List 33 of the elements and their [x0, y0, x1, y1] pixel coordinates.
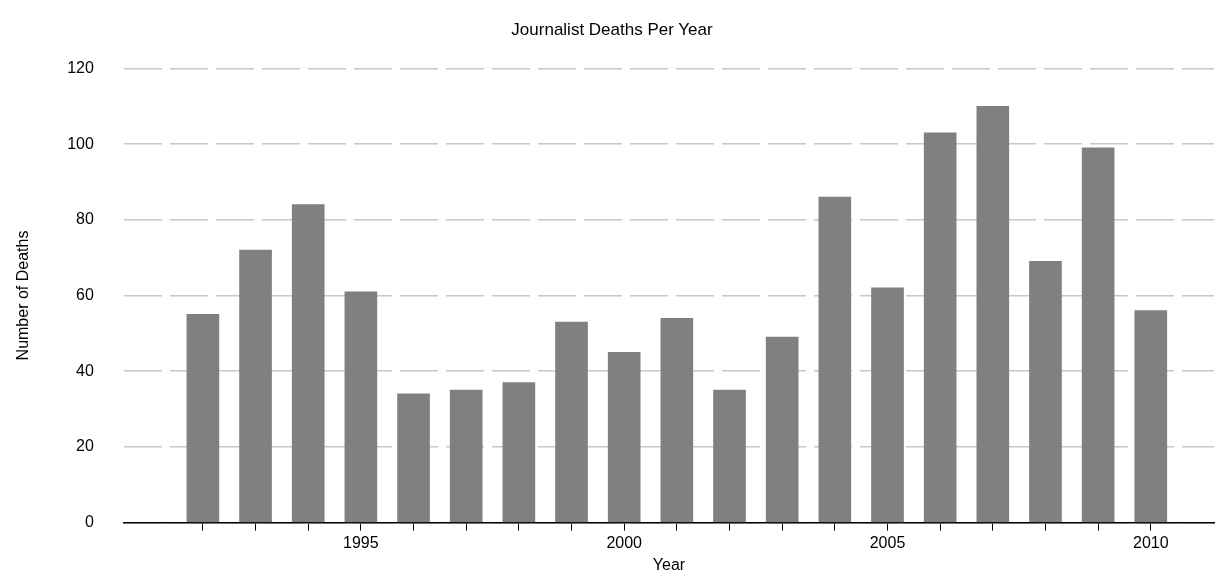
bar [1134, 310, 1168, 523]
bar [186, 314, 220, 523]
x-tick-label: 2005 [869, 533, 906, 551]
y-tick-label: 100 [67, 134, 94, 152]
x-axis-title: Year [652, 555, 686, 573]
bar [449, 389, 483, 523]
bar [713, 389, 746, 523]
x-tick-label: 1995 [343, 533, 379, 551]
bar [607, 351, 641, 523]
bar [397, 393, 430, 523]
bar [555, 321, 588, 523]
bar [660, 317, 694, 523]
chart-title: Journalist Deaths Per Year [511, 19, 713, 39]
x-tick-label: 2010 [1133, 533, 1169, 551]
bar [1081, 147, 1115, 523]
y-tick-label: 80 [76, 210, 94, 228]
bar [239, 249, 272, 523]
y-axis-title: Number of Deaths [14, 230, 32, 361]
y-tick-label: 120 [67, 58, 94, 76]
y-tick-label: 60 [76, 285, 94, 303]
bar [344, 291, 378, 523]
bar [1029, 261, 1062, 523]
y-tick-label: 20 [76, 437, 94, 455]
bar [818, 196, 852, 523]
bar [502, 382, 536, 523]
bar [923, 132, 957, 523]
y-tick-label: 40 [76, 361, 94, 379]
bar [976, 105, 1010, 523]
bar [765, 336, 799, 523]
x-tick-label: 2000 [606, 533, 643, 551]
bar [871, 287, 904, 523]
bar [291, 204, 325, 523]
y-tick-label: 0 [84, 513, 94, 531]
